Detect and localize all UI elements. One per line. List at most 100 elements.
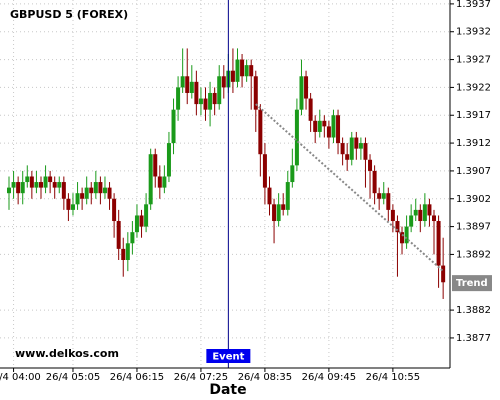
candle-body <box>75 193 80 205</box>
candle-body <box>409 215 414 227</box>
candle-body <box>427 204 432 216</box>
candle-body <box>121 248 126 260</box>
candle-body <box>358 143 363 149</box>
candle-body <box>400 232 405 244</box>
candle-body <box>281 204 286 210</box>
candle-body <box>80 193 85 199</box>
x-tick-label: 26/4 09:45 <box>302 372 356 383</box>
candle-body <box>25 176 30 183</box>
candle-body <box>84 187 89 199</box>
candle-body <box>189 81 194 93</box>
event-label: Event <box>212 352 244 363</box>
candle-body <box>116 221 121 249</box>
candle-body <box>395 221 400 233</box>
candle-body <box>171 109 176 144</box>
candle-body <box>276 204 281 222</box>
candle-body <box>299 76 304 110</box>
candle-body <box>336 115 341 144</box>
candle-body <box>390 209 395 222</box>
candle-body <box>262 154 267 188</box>
candle-body <box>134 215 139 233</box>
candle-body <box>404 226 409 244</box>
candle-body <box>285 182 290 210</box>
candle-body <box>198 98 203 105</box>
event-label-box <box>206 349 251 363</box>
candle-body <box>102 187 107 194</box>
candle-body <box>413 209 418 216</box>
candle-body <box>349 137 354 160</box>
x-tick-label: 26/4 08:35 <box>238 372 292 383</box>
candle-body <box>363 143 368 160</box>
candle-body <box>290 165 295 183</box>
candle-body <box>162 176 167 188</box>
y-tick-label: 1.3932 <box>456 27 491 38</box>
chart-title: GBPUSD 5 (FOREX) <box>10 8 128 21</box>
candle-body <box>331 115 336 138</box>
candle-body <box>52 182 57 188</box>
trend-label-box <box>452 275 492 292</box>
y-tick-label: 1.3917 <box>456 110 491 121</box>
plot <box>7 0 446 368</box>
candle-body <box>340 143 345 155</box>
y-tick-label: 1.3907 <box>456 166 491 177</box>
candle-body <box>418 209 423 222</box>
candle-body <box>61 182 66 199</box>
candle-body <box>130 232 135 244</box>
y-tick-label: 1.3882 <box>456 305 491 316</box>
candle-body <box>139 215 144 227</box>
candle-body <box>304 76 309 99</box>
candle-body <box>308 98 313 121</box>
candle-body <box>381 193 386 199</box>
candle-body <box>441 265 446 283</box>
candle-body <box>377 193 382 199</box>
candle-body <box>386 193 391 210</box>
candle-body <box>203 98 208 110</box>
x-tick-label: 26/4 05:05 <box>46 372 100 383</box>
candle-body <box>185 76 190 93</box>
candle-body <box>240 59 245 77</box>
candle-body <box>208 92 213 110</box>
candle-body <box>217 76 222 105</box>
candle-body <box>34 182 39 188</box>
watermark: www.delkos.com <box>15 347 119 360</box>
candle-body <box>432 215 437 222</box>
candle-body <box>244 65 249 77</box>
candle-body <box>253 76 258 110</box>
candle-body <box>43 176 48 188</box>
x-tick-label: 26/4 04:00 <box>0 372 41 383</box>
y-tick-label: 1.3922 <box>456 82 491 93</box>
y-tick-label: 1.3937 <box>456 0 491 10</box>
candle-body <box>11 182 16 188</box>
candle-body <box>368 159 373 171</box>
candle-body <box>294 109 299 166</box>
candle-body <box>20 182 25 194</box>
candle-body <box>29 176 34 188</box>
candle-body <box>157 176 162 188</box>
candle-body <box>230 70 235 82</box>
candle-body <box>322 120 327 127</box>
candle-body <box>153 154 158 177</box>
y-tick-label: 1.3892 <box>456 249 491 260</box>
candle-body <box>345 154 350 160</box>
y-tick-label: 1.3902 <box>456 194 491 205</box>
candle-body <box>70 204 75 210</box>
x-tick-label: 26/4 07:25 <box>174 372 228 383</box>
candle-body <box>249 65 254 77</box>
y-tick-label: 1.3912 <box>456 138 491 149</box>
candle-body <box>148 154 153 205</box>
x-tick-label: 26/4 10:55 <box>366 372 420 383</box>
candle-body <box>57 182 62 188</box>
candle-body <box>221 76 226 88</box>
trend-label: Trend <box>456 278 488 289</box>
candle-body <box>7 187 11 194</box>
candle-body <box>38 182 43 188</box>
y-tick-label: 1.3897 <box>456 222 491 233</box>
candle-body <box>107 187 112 199</box>
candle-body <box>166 143 171 177</box>
candle-body <box>66 198 71 210</box>
candle-body <box>112 198 117 222</box>
candle-body <box>125 243 130 260</box>
trend-line <box>255 103 444 272</box>
candle-body <box>144 204 149 227</box>
candle-body <box>372 170 377 194</box>
